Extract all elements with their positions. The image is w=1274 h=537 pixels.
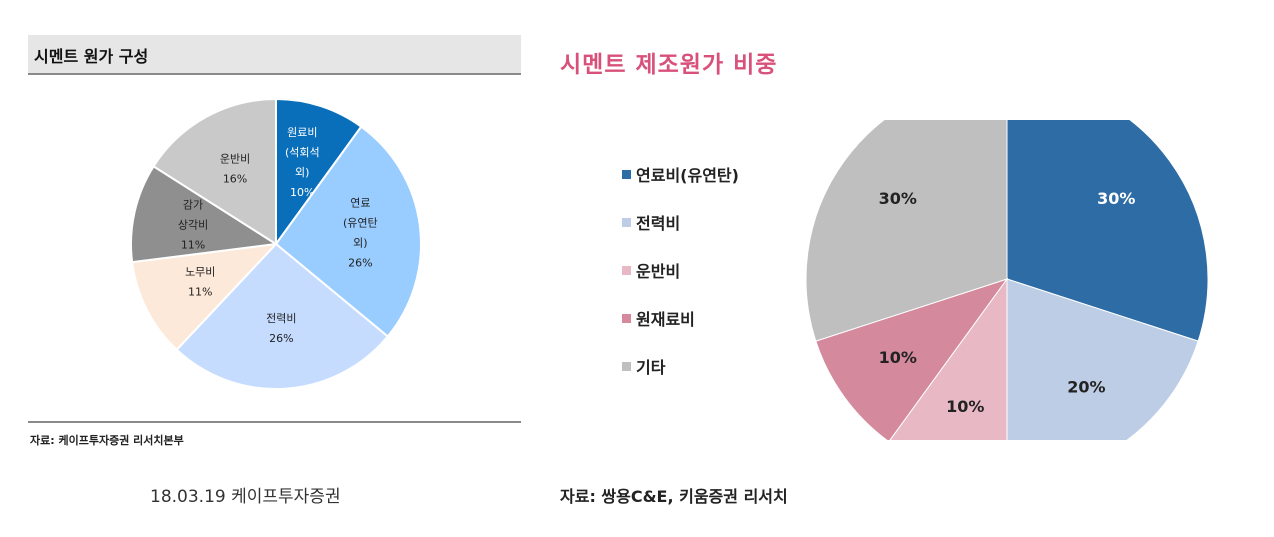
legend-item: 연료비(유연탄)	[622, 162, 739, 186]
right-pie-chart: 30% 20% 10% 10% 30%	[805, 120, 1209, 440]
pie-value-label: 30%	[1097, 189, 1135, 208]
pie-slice	[275, 97, 363, 248]
left-divider	[28, 421, 521, 423]
legend-label: 연료비(유연탄)	[636, 166, 739, 185]
legend-swatch	[622, 313, 631, 323]
pie-value-label: 26%	[348, 256, 372, 269]
legend-item: 운반비	[622, 258, 739, 282]
pie-value-label: 11%	[188, 286, 212, 299]
left-date-caption: 18.03.19 케이프투자증권	[150, 487, 341, 507]
pie-value-label: 10%	[879, 348, 917, 367]
pie-slice	[152, 97, 277, 246]
pie-slice	[805, 120, 1008, 342]
legend-item: 기타	[622, 354, 739, 378]
legend-swatch	[622, 169, 631, 179]
pie-slice-label: 외)	[353, 236, 367, 249]
pie-slice-label: 전력비	[266, 312, 296, 325]
pie-slice	[1006, 278, 1199, 440]
pie-slice	[130, 164, 279, 264]
legend-label: 기타	[636, 358, 666, 377]
legend-label: 운반비	[636, 262, 681, 281]
legend-label: 원재료비	[636, 310, 695, 329]
pie-slice-label: 운반비	[220, 153, 250, 166]
legend-swatch	[622, 265, 631, 275]
right-chart-title: 시멘트 제조원가 비중	[560, 52, 778, 78]
pie-slice	[1006, 120, 1209, 342]
pie-slice-label: (유연탄	[343, 216, 378, 229]
pie-slice-label: 연료	[350, 196, 370, 209]
legend-item: 전력비	[622, 210, 739, 234]
pie-slice	[274, 125, 422, 338]
pie-slice-label: 원료비	[287, 126, 317, 139]
pie-slice	[815, 278, 1009, 440]
legend-swatch	[622, 361, 631, 371]
pie-value-label: 20%	[1067, 378, 1105, 397]
pie-value-label: 30%	[879, 189, 917, 208]
pie-value-label: 26%	[269, 332, 293, 345]
pie-slice	[175, 242, 390, 390]
pie-slice	[889, 277, 1008, 440]
pie-slice-label: (석회석	[285, 146, 320, 159]
legend-label: 전력비	[636, 214, 681, 233]
left-chart-title: 시멘트 원가 구성	[34, 47, 149, 66]
pie-value-label: 16%	[223, 173, 247, 186]
left-source-note: 자료: 케이프투자증권 리서치본부	[30, 434, 184, 447]
left-pie-chart: 원료비(석회석외)10%연료(유연탄외)26%전력비26%노무비11%감가상각비…	[130, 97, 422, 390]
pie-value-label: 10%	[946, 397, 984, 416]
pie-slice	[131, 242, 279, 352]
pie-slice-label: 상각비	[178, 218, 208, 231]
pie-value-label: 10%	[290, 186, 314, 199]
pie-slice-label: 노무비	[185, 266, 215, 279]
pie-slice-label: 외)	[295, 166, 309, 179]
legend-swatch	[622, 217, 631, 227]
pie-slice-label: 감가	[183, 198, 203, 211]
pie-value-label: 11%	[181, 238, 205, 251]
left-title-bar: 시멘트 원가 구성	[28, 35, 521, 75]
right-source-note: 자료: 쌍용C&E, 키움증권 리서치	[560, 487, 788, 506]
legend-item: 원재료비	[622, 306, 739, 330]
